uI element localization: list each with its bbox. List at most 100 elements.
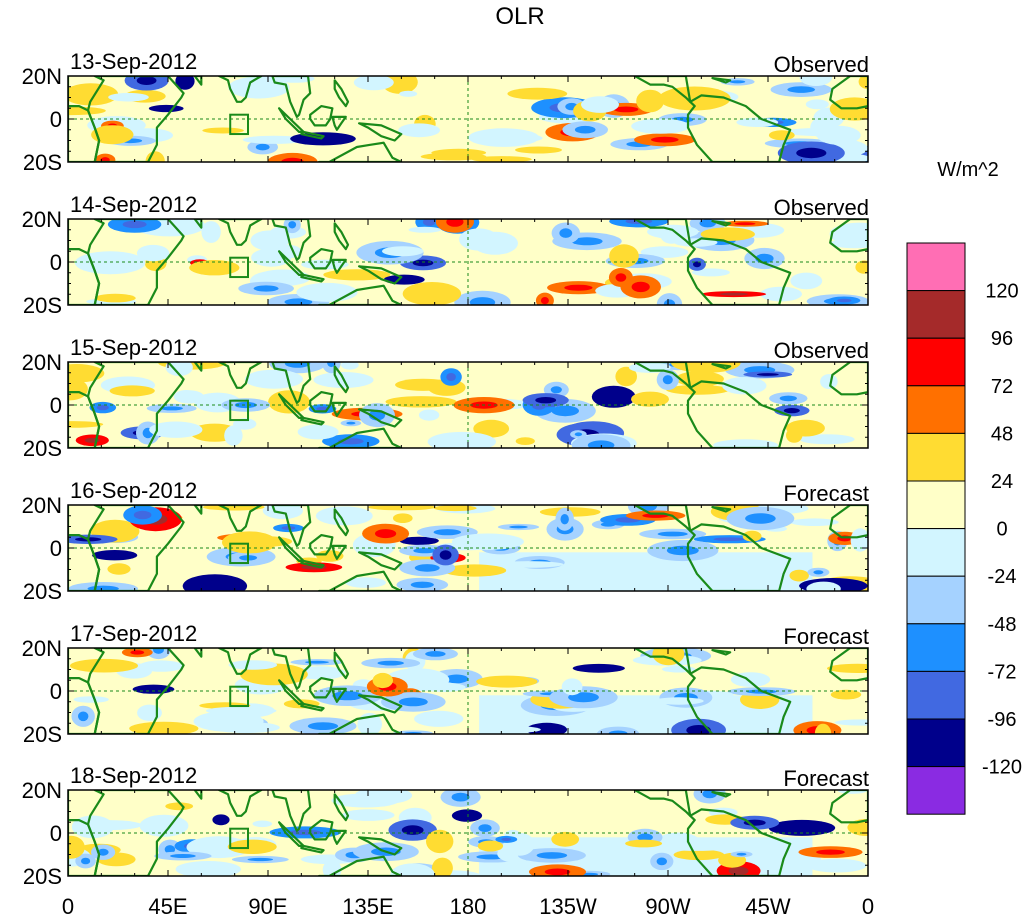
map-panel: 16-Sep-2012 Forecast 20N 0 20S xyxy=(22,478,869,604)
coastline xyxy=(633,505,692,532)
colorbar-label: 0 xyxy=(996,519,1007,541)
anomaly-core xyxy=(444,674,469,684)
anomaly-core xyxy=(603,391,624,402)
anomaly-core xyxy=(693,261,701,268)
coastline xyxy=(829,648,868,682)
coastline xyxy=(333,365,350,394)
anomaly-blob xyxy=(175,861,241,876)
anomaly-blob xyxy=(631,118,690,134)
anomaly-core xyxy=(662,375,673,385)
anomaly-core xyxy=(615,273,627,282)
anomaly-blob xyxy=(297,424,339,440)
coastline xyxy=(331,258,347,274)
anomaly-blob xyxy=(296,282,358,302)
anomaly-core xyxy=(375,529,397,539)
anomaly-core xyxy=(234,401,257,409)
colorbar-label: 48 xyxy=(991,423,1013,445)
coastlines xyxy=(68,219,868,305)
coastline xyxy=(358,836,403,856)
anomaly-core xyxy=(779,395,797,402)
y-tick-label: 20S xyxy=(23,150,62,175)
panel-date-label: 14-Sep-2012 xyxy=(70,192,197,217)
anomaly-blob xyxy=(385,396,457,408)
coastline xyxy=(218,790,263,817)
anomaly-core xyxy=(446,373,456,381)
anomaly-core xyxy=(130,650,145,655)
anomaly-core xyxy=(247,857,274,862)
anomaly-core xyxy=(729,80,746,84)
colorbar-swatch xyxy=(906,575,966,625)
coastline xyxy=(271,362,312,405)
anomaly-blob xyxy=(468,128,540,147)
anomaly-blob xyxy=(786,428,803,443)
anomaly-core xyxy=(544,868,571,876)
colorbar-swatch xyxy=(906,432,966,482)
anomaly-core xyxy=(787,86,815,93)
anomaly-core xyxy=(460,812,474,819)
anomaly-core xyxy=(412,259,434,267)
anomaly-core xyxy=(422,219,436,226)
anomaly-blob xyxy=(70,658,138,673)
anomaly-core xyxy=(288,221,297,229)
anomaly-core xyxy=(728,866,749,876)
anomaly-blob xyxy=(353,76,394,91)
coastline xyxy=(193,790,203,800)
anomaly-blob xyxy=(799,434,855,445)
x-tick-label: 0 xyxy=(862,894,874,919)
map-panel: 17-Sep-2012 Forecast 20N 0 20S xyxy=(22,621,869,747)
coastline xyxy=(300,844,325,854)
region-box xyxy=(229,827,250,850)
anomaly-blob xyxy=(660,577,723,591)
coastline xyxy=(711,219,732,227)
coastline xyxy=(331,544,347,560)
y-tick-label: 20S xyxy=(23,722,62,747)
anomaly-core xyxy=(796,147,827,159)
panel-date-label: 17-Sep-2012 xyxy=(70,621,197,646)
anomaly-blob xyxy=(829,238,868,249)
anomaly-blob xyxy=(653,697,704,705)
coastline xyxy=(331,401,347,417)
anomaly-blob xyxy=(581,96,619,113)
anomaly-blob xyxy=(561,678,583,696)
anomaly-blob xyxy=(203,505,265,511)
coastline xyxy=(358,265,403,285)
coastline xyxy=(829,219,868,253)
anomaly-core xyxy=(637,833,653,842)
x-tick-label: 180 xyxy=(450,894,487,919)
anomaly-core xyxy=(284,362,311,368)
anomaly-blob xyxy=(427,431,496,448)
map-plot xyxy=(67,75,869,163)
anomaly-blob xyxy=(768,130,795,141)
anomaly-core xyxy=(736,852,747,856)
anomaly-blob xyxy=(201,221,221,243)
colorbar-label: -120 xyxy=(982,757,1022,779)
anomaly-blob xyxy=(398,123,440,138)
coastline xyxy=(218,505,263,532)
map-panel: 13-Sep-2012 Observed 20N 0 20S xyxy=(22,49,869,175)
anomaly-core xyxy=(164,845,176,854)
coastline xyxy=(358,122,403,142)
anomaly-blob xyxy=(442,564,507,577)
anomaly-blob xyxy=(233,418,257,430)
anomaly-blob xyxy=(372,672,393,689)
anomaly-core xyxy=(81,857,91,865)
anomaly-blob xyxy=(515,146,562,154)
anomaly-core xyxy=(501,837,512,841)
anomaly-blob xyxy=(850,528,868,552)
anomaly-core xyxy=(180,77,190,85)
coastline xyxy=(278,107,305,134)
anomaly-blob xyxy=(426,829,454,854)
anomaly-blob xyxy=(202,127,244,134)
anomaly-blob xyxy=(421,682,466,692)
anomaly-field xyxy=(68,505,868,591)
y-tick-label: 0 xyxy=(50,107,62,132)
coastline xyxy=(309,534,334,556)
anomaly-core xyxy=(410,538,428,543)
anomaly-blob xyxy=(74,251,146,275)
coastline xyxy=(278,393,305,420)
anomaly-core xyxy=(745,513,776,524)
anomaly-blob xyxy=(390,863,435,876)
anomaly-core xyxy=(537,726,556,733)
panel-type-label: Observed xyxy=(774,52,869,77)
